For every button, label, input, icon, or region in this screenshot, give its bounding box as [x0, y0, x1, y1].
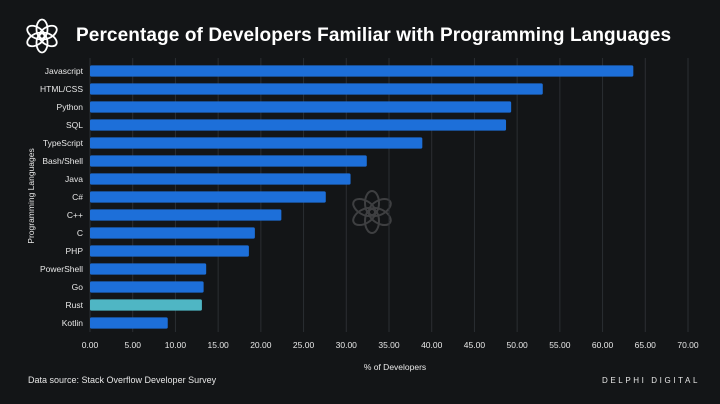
chart-header: Percentage of Developers Familiar with P… [22, 14, 671, 58]
y-axis-title: Programming Languages [26, 148, 36, 243]
y-tick-label: SQL [66, 120, 83, 130]
bar-kotlin [90, 317, 168, 329]
x-tick-label: 55.00 [549, 340, 571, 350]
y-tick-label: TypeScript [43, 138, 84, 148]
x-tick-label: 0.00 [82, 340, 99, 350]
x-tick-label: 30.00 [336, 340, 358, 350]
bar-sql [90, 119, 507, 131]
bar-javascript [90, 65, 634, 77]
bar-python [90, 101, 512, 113]
y-tick-label: Bash/Shell [42, 156, 83, 166]
bar-rust [90, 299, 202, 311]
y-tick-labels: Javascript HTML/CSS Python SQL TypeScript Bas… [40, 66, 84, 328]
bars [90, 65, 634, 329]
x-tick-label: 15.00 [208, 340, 230, 350]
bar-java [90, 173, 351, 185]
bar-bash-shell [90, 155, 367, 167]
x-axis-title: % of Developers [364, 362, 426, 372]
bar-html-css [90, 83, 543, 95]
y-tick-label: Rust [66, 300, 84, 310]
y-tick-label: C++ [67, 210, 83, 220]
y-tick-label: Java [65, 174, 83, 184]
y-tick-label: Kotlin [62, 318, 84, 328]
x-tick-label: 10.00 [165, 340, 187, 350]
brand-wordmark: DELPHI DIGITAL [601, 376, 700, 385]
chart-title: Percentage of Developers Familiar with P… [76, 25, 672, 46]
y-tick-label: PowerShell [40, 264, 83, 274]
bar-go [90, 281, 204, 293]
delphi-watermark-icon [352, 190, 392, 234]
y-tick-label: C# [72, 192, 83, 202]
bar-powershell [90, 263, 207, 275]
x-tick-label: 50.00 [507, 340, 529, 350]
x-tick-label: 40.00 [421, 340, 443, 350]
y-tick-label: Python [57, 102, 84, 112]
y-tick-label: PHP [66, 246, 84, 256]
bar-c- [90, 191, 326, 203]
delphi-flower-icon [26, 18, 58, 54]
x-tick-label: 5.00 [124, 340, 141, 350]
x-tick-label: 70.00 [677, 340, 699, 350]
bar-typescript [90, 137, 423, 149]
x-tick-label: 65.00 [635, 340, 657, 350]
bar-c [90, 227, 255, 239]
data-source-note: Data source: Stack Overflow Developer Su… [28, 375, 217, 385]
bar-php [90, 245, 249, 257]
x-tick-label: 35.00 [378, 340, 400, 350]
x-tick-label: 25.00 [293, 340, 315, 350]
x-tick-label: 45.00 [464, 340, 486, 350]
x-tick-label: 20.00 [250, 340, 272, 350]
bar-c- [90, 209, 282, 221]
y-tick-label: Go [72, 282, 84, 292]
y-tick-label: HTML/CSS [40, 84, 83, 94]
x-tick-labels: 0.00 5.00 10.00 15.00 20.00 25.00 30.00 35.00 40… [82, 340, 699, 350]
x-tick-label: 60.00 [592, 340, 614, 350]
y-tick-label: Javascript [45, 66, 84, 76]
y-tick-label: C [77, 228, 83, 238]
